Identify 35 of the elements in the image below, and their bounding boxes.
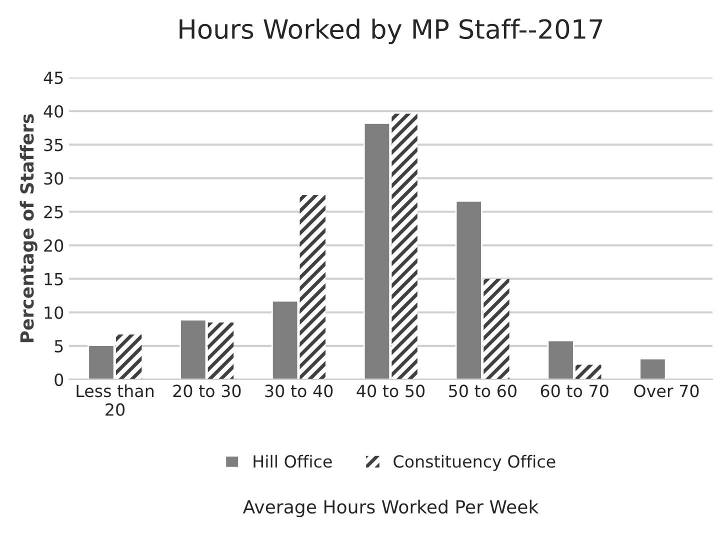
bar (392, 114, 418, 380)
y-tick-label: 15 (44, 273, 63, 286)
x-tick-label: 20 to 30 (173, 384, 241, 398)
y-tick-label: 25 (44, 206, 63, 218)
y-axis-title: Percentage of Staffers (20, 114, 38, 342)
legend-label: Constituency Office (394, 454, 556, 472)
bar (455, 200, 482, 380)
bar (272, 300, 299, 380)
y-tick-label: 5 (54, 340, 63, 353)
bar (547, 340, 574, 380)
x-tick-label: 30 to 40 (265, 384, 333, 398)
bar (180, 319, 207, 380)
chart-title: Hours Worked by MP Staff--2017 (180, 18, 602, 44)
bar (484, 278, 510, 380)
x-tick-label: Less than 20 (76, 384, 154, 416)
bar (208, 322, 234, 380)
y-tick-label: 30 (44, 172, 64, 185)
bar (363, 122, 391, 380)
bar (116, 334, 142, 380)
x-tick-label: 40 to 50 (356, 384, 425, 398)
x-axis-title: Average Hours Worked Per Week (242, 500, 539, 518)
y-tick-label: 10 (44, 306, 64, 319)
legend-label: Hill Office (254, 454, 332, 468)
x-tick-label: Over 70 (634, 384, 699, 398)
bar (576, 364, 602, 380)
y-tick-label: 20 (44, 239, 64, 252)
bar (300, 194, 326, 380)
bar (88, 344, 115, 380)
bar (639, 358, 666, 380)
y-tick-label: 0 (54, 373, 64, 386)
y-tick-label: 35 (44, 138, 63, 152)
x-tick-label: 50 to 60 (449, 384, 516, 398)
y-tick-label: 45 (44, 72, 63, 84)
x-tick-label: 60 to 70 (540, 384, 608, 398)
y-tick-label: 40 (44, 105, 64, 118)
